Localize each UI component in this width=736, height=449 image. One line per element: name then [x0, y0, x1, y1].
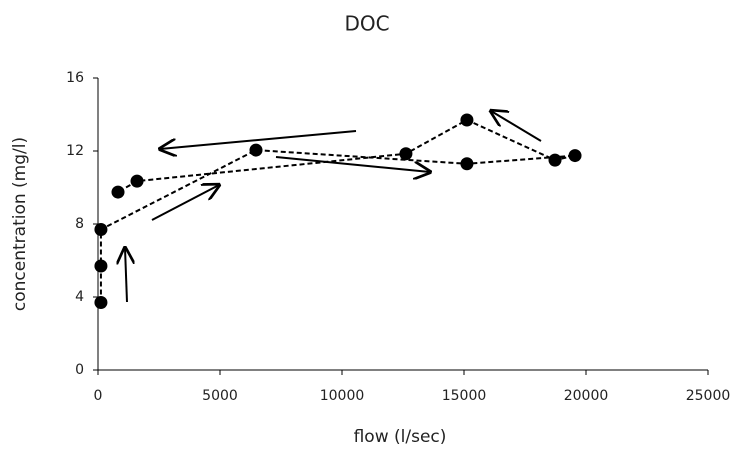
x-tick-label: 15000	[442, 388, 487, 404]
x-tick-label: 10000	[320, 388, 365, 404]
arrow	[275, 156, 430, 172]
y-tick-label: 4	[75, 289, 84, 305]
y-tick-label: 16	[66, 70, 84, 86]
arrow	[160, 130, 357, 149]
point	[548, 153, 562, 167]
y-tick-label: 12	[66, 143, 84, 159]
chart-title: DOC	[344, 12, 389, 36]
x-tick-label: 25000	[686, 388, 731, 404]
x-tick-label: 0	[94, 388, 103, 404]
arrows	[125, 111, 542, 303]
point	[568, 149, 582, 163]
point	[94, 259, 108, 273]
series-line	[99, 118, 576, 303]
point	[399, 147, 413, 161]
y-axis-title: concentration (mg/l)	[10, 137, 30, 311]
x-tick-label: 5000	[202, 388, 238, 404]
point	[460, 157, 474, 171]
x-tick-label: 20000	[564, 388, 609, 404]
point	[460, 113, 474, 127]
point	[130, 174, 144, 188]
arrow	[125, 248, 127, 303]
y-tick-label: 0	[75, 362, 84, 378]
point	[111, 185, 125, 199]
point	[94, 222, 108, 236]
point	[249, 143, 263, 157]
arrow	[491, 111, 542, 142]
x-axis-title: flow (l/sec)	[354, 427, 447, 447]
arrow	[151, 185, 219, 221]
point	[94, 295, 108, 309]
y-tick-label: 8	[75, 216, 84, 232]
